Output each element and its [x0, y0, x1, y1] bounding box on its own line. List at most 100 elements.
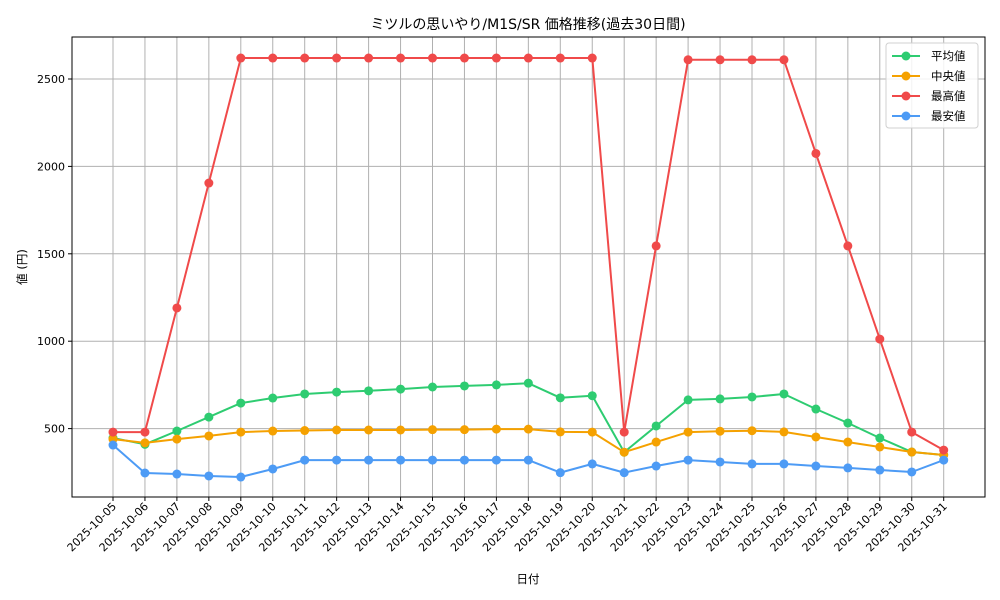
y-tick-label: 1000 — [37, 335, 65, 348]
data-point — [555, 427, 565, 437]
data-point — [907, 447, 917, 457]
data-point — [715, 394, 725, 404]
data-point — [204, 412, 214, 422]
data-point — [587, 391, 597, 401]
chart-title: ミツルの思いやり/M1S/SR 価格推移(過去30日間) — [370, 17, 685, 33]
data-point — [364, 455, 374, 465]
data-point — [491, 380, 501, 390]
legend-item: 最安値 — [892, 109, 966, 123]
data-point — [651, 461, 661, 471]
data-point — [140, 438, 150, 448]
data-point — [939, 455, 949, 465]
data-point — [523, 455, 533, 465]
legend-box — [885, 42, 979, 129]
data-point — [236, 472, 246, 482]
data-point — [843, 437, 853, 447]
data-point — [140, 468, 150, 478]
y-tick-label: 1500 — [37, 248, 65, 261]
data-point — [651, 437, 661, 447]
data-point — [459, 425, 469, 435]
data-point — [555, 53, 565, 63]
legend-label: 最安値 — [931, 109, 966, 123]
x-axis-title: 日付 — [517, 572, 540, 586]
data-point — [587, 459, 597, 469]
data-point — [651, 241, 661, 251]
data-point — [491, 53, 501, 63]
grid-lines — [72, 37, 985, 497]
data-point — [779, 459, 789, 469]
data-point — [683, 427, 693, 437]
data-point — [747, 459, 757, 469]
data-point — [843, 241, 853, 251]
data-point — [396, 455, 406, 465]
series-最安値 — [108, 440, 949, 482]
data-point — [459, 53, 469, 63]
data-point — [268, 426, 278, 436]
data-point — [747, 426, 757, 436]
legend-marker-icon — [901, 91, 911, 101]
data-point — [779, 389, 789, 399]
data-point — [236, 53, 246, 63]
data-point — [747, 55, 757, 65]
data-point — [172, 469, 182, 479]
data-point — [236, 427, 246, 437]
data-point — [939, 445, 949, 455]
data-point — [779, 55, 789, 65]
data-point — [332, 425, 342, 435]
x-axis: 2025-10-052025-10-062025-10-072025-10-08… — [65, 497, 950, 554]
data-point — [843, 418, 853, 428]
data-point — [364, 53, 374, 63]
data-point — [491, 455, 501, 465]
data-point — [428, 455, 437, 465]
data-point — [779, 427, 789, 437]
data-point — [715, 457, 725, 467]
data-point — [811, 148, 821, 158]
data-point — [555, 468, 565, 478]
data-point — [523, 53, 533, 63]
data-point — [587, 53, 597, 63]
data-point — [811, 461, 821, 471]
data-point — [523, 378, 533, 388]
data-point — [459, 455, 469, 465]
data-point — [619, 427, 629, 437]
data-point — [683, 455, 693, 465]
data-point — [875, 465, 885, 475]
data-point — [875, 433, 885, 443]
data-point — [619, 447, 629, 457]
data-point — [683, 395, 693, 405]
legend-label: 平均値 — [931, 49, 966, 63]
data-point — [300, 426, 310, 436]
data-point — [300, 389, 310, 399]
data-point — [396, 384, 406, 394]
data-point — [619, 468, 629, 478]
data-point — [204, 178, 214, 188]
data-point — [523, 424, 533, 434]
data-point — [428, 53, 437, 63]
data-point — [811, 404, 821, 414]
legend-item: 中央値 — [892, 69, 966, 83]
data-point — [332, 455, 342, 465]
data-point — [204, 431, 214, 441]
legend-marker-icon — [901, 51, 911, 61]
data-point — [300, 53, 310, 63]
legend-marker-icon — [901, 71, 911, 81]
data-point — [236, 398, 246, 408]
data-point — [875, 334, 885, 344]
data-point — [875, 442, 885, 452]
data-point — [907, 427, 917, 437]
data-point — [396, 53, 406, 63]
data-point — [907, 467, 917, 477]
data-point — [268, 393, 278, 403]
y-axis-title: 値 (円) — [15, 249, 29, 285]
data-point — [459, 381, 469, 391]
data-point — [268, 464, 278, 474]
y-tick-label: 500 — [44, 423, 65, 436]
series-layer — [108, 53, 949, 482]
data-point — [364, 425, 374, 435]
data-point — [140, 427, 150, 437]
data-point — [428, 382, 437, 392]
data-point — [683, 55, 693, 65]
y-axis: 500 1000 1500 2000 2500 — [37, 73, 72, 436]
